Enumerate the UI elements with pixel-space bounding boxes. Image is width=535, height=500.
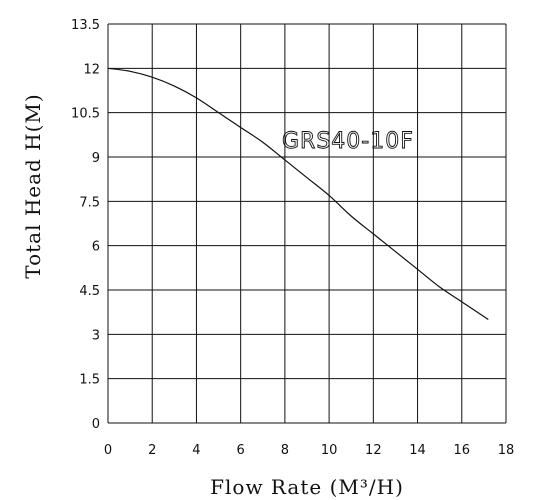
y-tick-label: 12 bbox=[83, 62, 100, 77]
x-tick-labels: 0 2 4 6 8 10 12 14 16 18 bbox=[104, 443, 514, 458]
y-tick-label: 7.5 bbox=[79, 195, 100, 210]
y-tick-label: 1.5 bbox=[79, 373, 100, 388]
y-tick-label: 0 bbox=[92, 417, 100, 432]
y-tick-label: 3 bbox=[92, 328, 100, 343]
y-tick-label: 6 bbox=[92, 240, 100, 255]
grid bbox=[107, 23, 507, 424]
y-axis-title: Total Head H(M) bbox=[21, 93, 45, 278]
y-tick-labels: 0 1.5 3 4.5 6 7.5 9 10.5 12 13.5 bbox=[71, 18, 100, 432]
x-tick-label: 10 bbox=[321, 443, 338, 458]
x-tick-label: 4 bbox=[192, 443, 200, 458]
x-axis-title: Flow Rate (M³/H) bbox=[210, 475, 404, 499]
x-tick-label: 14 bbox=[409, 443, 426, 458]
x-tick-label: 12 bbox=[365, 443, 382, 458]
x-tick-label: 6 bbox=[237, 443, 245, 458]
y-tick-label: 13.5 bbox=[71, 18, 100, 33]
y-tick-label: 4.5 bbox=[79, 284, 100, 299]
x-tick-label: 0 bbox=[104, 443, 112, 458]
x-tick-label: 18 bbox=[498, 443, 515, 458]
x-tick-label: 2 bbox=[148, 443, 156, 458]
x-tick-label: 16 bbox=[454, 443, 471, 458]
x-tick-label: 8 bbox=[281, 443, 289, 458]
y-tick-label: 9 bbox=[92, 151, 100, 166]
series-line bbox=[107, 67, 489, 321]
series-label: GRS40-10F bbox=[282, 129, 414, 154]
y-tick-label: 10.5 bbox=[71, 107, 100, 122]
